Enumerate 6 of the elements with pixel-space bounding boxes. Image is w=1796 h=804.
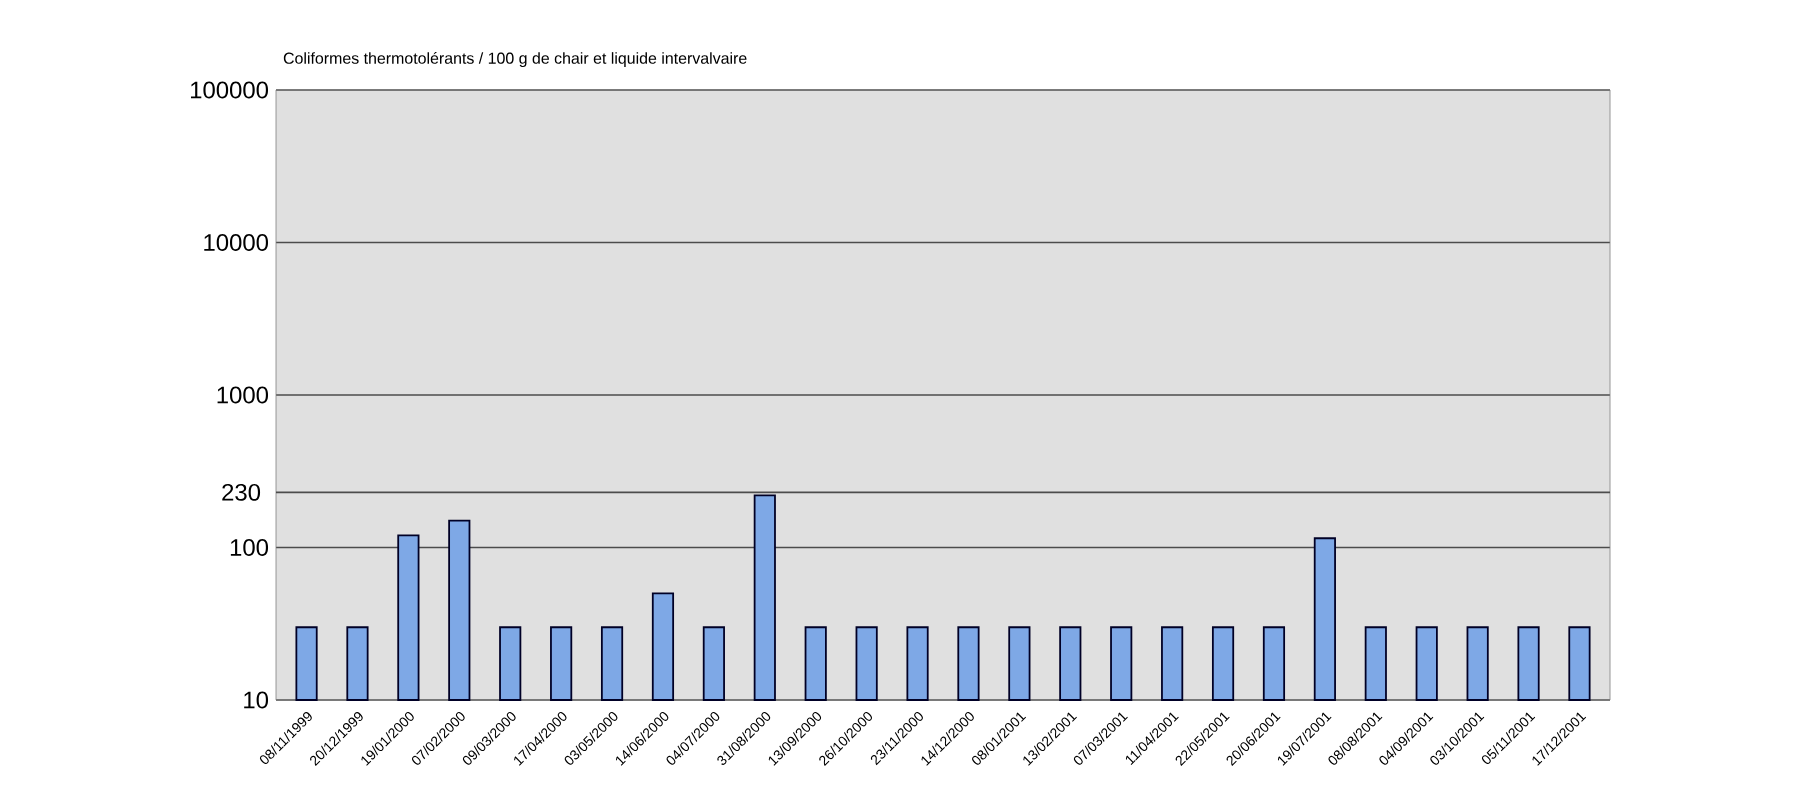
- y-tick-label: 100000: [190, 81, 269, 99]
- y-tick-label: 10: [244, 691, 269, 709]
- y-tick-label: 100: [230, 539, 269, 556]
- y-tick-label: 10000: [204, 234, 269, 251]
- ref-line-label: 230: [222, 483, 261, 501]
- y-tick-label: 1000: [217, 386, 269, 404]
